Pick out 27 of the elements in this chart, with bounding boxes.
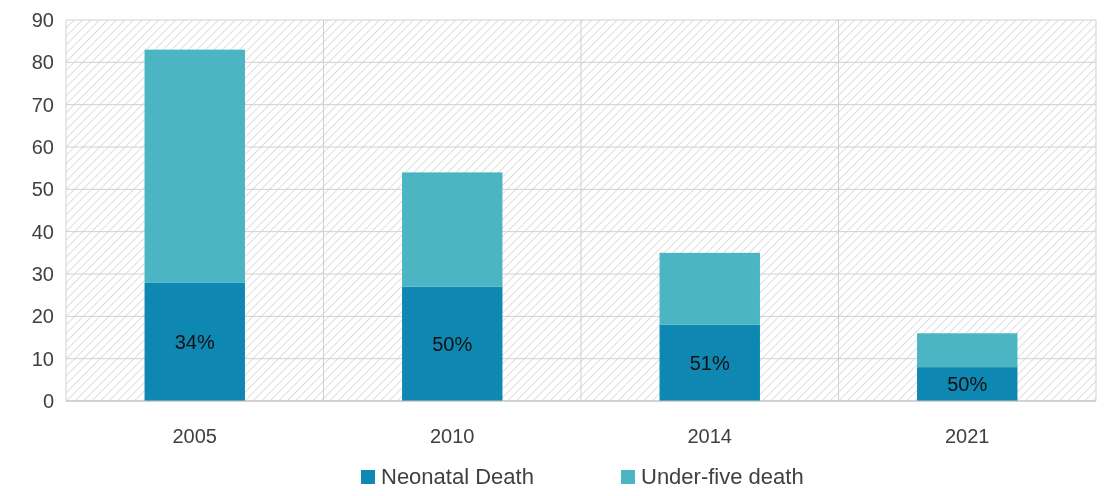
y-tick-label: 80 [31, 51, 54, 74]
bar [659, 324, 760, 401]
x-tick-label: 2005 [172, 425, 217, 447]
y-tick-label: 0 [42, 390, 54, 412]
annotation: 34% [174, 330, 215, 353]
bar [917, 333, 1018, 368]
legend-label: Neonatal Death [381, 464, 534, 489]
x-tick-label: 2021 [945, 425, 990, 447]
annotation: 51% [689, 351, 730, 374]
y-tick-label: 70 [31, 93, 54, 116]
y-tick-label: 30 [31, 263, 54, 285]
y-tick-label: 60 [31, 136, 54, 158]
y-tick-label: 50 [31, 178, 54, 201]
legend-label: Under-five death [641, 464, 804, 489]
bar [659, 252, 760, 325]
bar [144, 282, 245, 401]
y-tick-label: 40 [31, 220, 54, 243]
x-tick-label: 2014 [687, 425, 732, 447]
annotation: 50% [947, 373, 988, 396]
y-tick-label: 90 [31, 9, 54, 31]
x-tick-label: 2010 [430, 425, 475, 447]
bar [402, 172, 503, 287]
bar [144, 49, 245, 283]
bar [402, 286, 503, 401]
y-tick-label: 20 [31, 305, 54, 328]
y-tick-label: 10 [31, 347, 54, 370]
annotation: 50% [432, 332, 473, 355]
